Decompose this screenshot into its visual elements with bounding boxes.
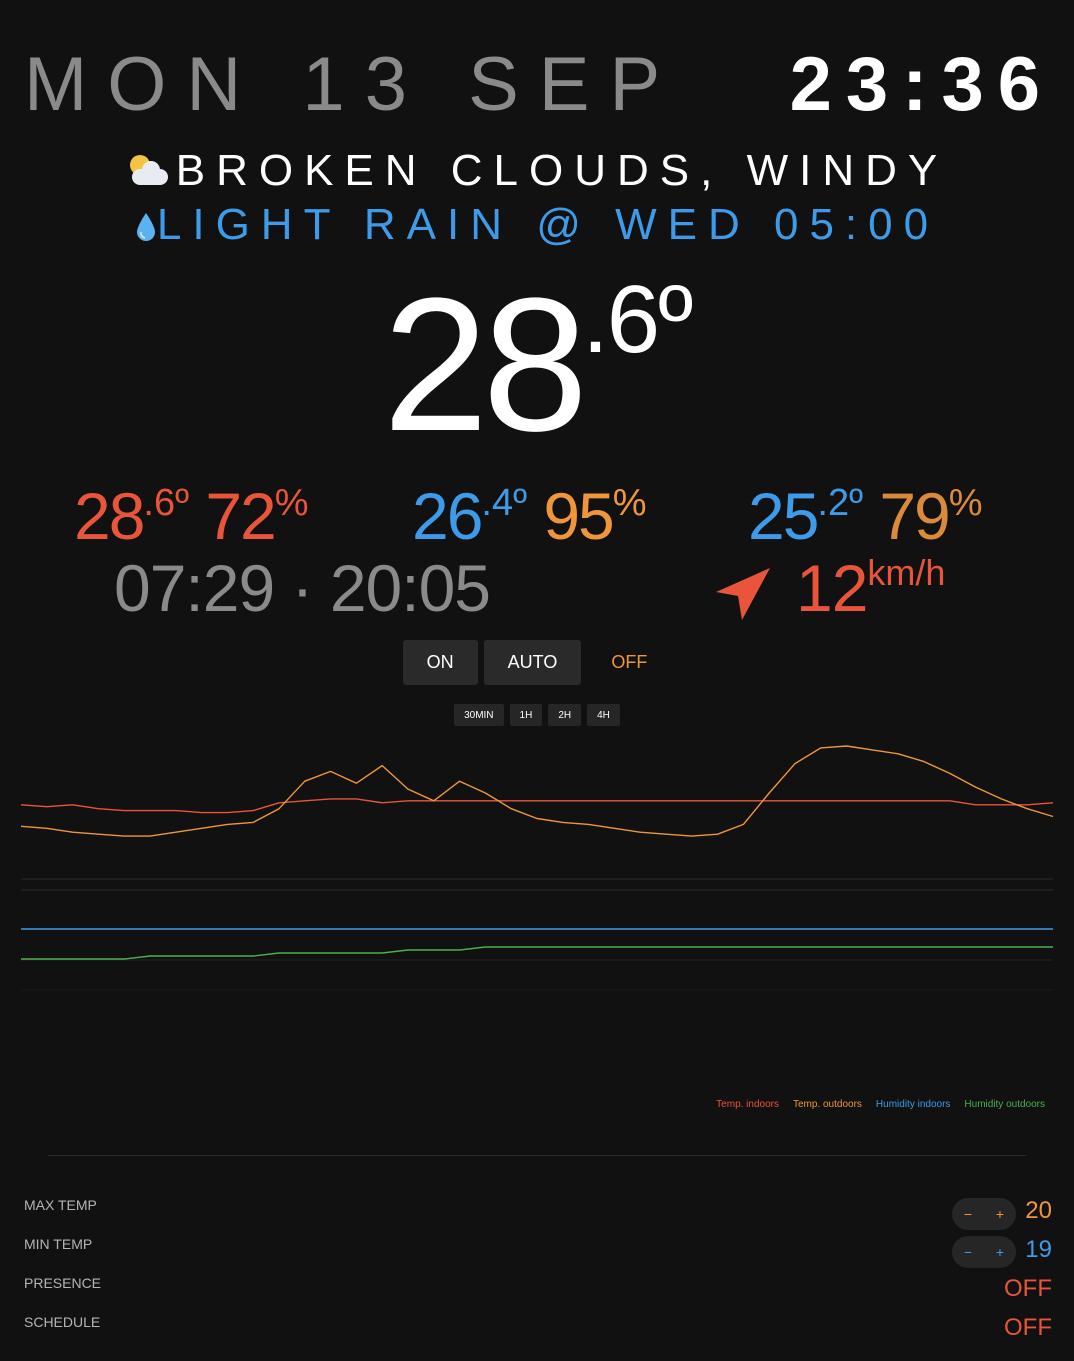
range-1h-button[interactable]: 1H: [509, 704, 543, 726]
legend-humidity-outdoors: Humidity outdoors: [964, 1099, 1045, 1110]
history-chart: [20, 745, 1054, 991]
schedule-toggle[interactable]: OFF: [1004, 1314, 1052, 1341]
min-temp-label: MIN TEMP: [24, 1236, 93, 1252]
reading-1-humidity-unit: %: [274, 482, 309, 524]
cloud-sun-icon: [126, 155, 170, 187]
current-weather-text: BROKEN CLOUDS, WINDY: [175, 146, 949, 195]
chart-range-selector: 30MIN 1H 2H 4H: [0, 704, 1074, 726]
wind-speed-value: 12: [796, 551, 868, 625]
chart-legend: Temp. indoors Temp. outdoors Humidity in…: [716, 1099, 1045, 1110]
reading-2-temp-decimal: .4º: [481, 482, 527, 524]
mode-selector: ON AUTO OFF: [0, 640, 1074, 685]
presence-toggle[interactable]: OFF: [1004, 1275, 1052, 1302]
reading-3-humidity: 79: [879, 479, 950, 553]
reading-3-humidity-unit: %: [948, 482, 983, 524]
header: MON 13 SEP 23:36: [24, 41, 1054, 127]
reading-2-humidity: 95: [543, 479, 614, 553]
reading-1-humidity: 72: [205, 479, 276, 553]
legend-humidity-indoors: Humidity indoors: [875, 1099, 951, 1110]
current-temperature-unit: º: [658, 266, 693, 373]
range-4h-button[interactable]: 4H: [587, 704, 620, 726]
reading-2-humidity-unit: %: [612, 482, 647, 524]
min-temp-value: 19: [1025, 1236, 1052, 1263]
max-temp-stepper: − +: [952, 1198, 1016, 1230]
clock-display: 23:36: [789, 41, 1054, 127]
current-temperature-decimal: .6: [582, 266, 660, 373]
legend-temp-indoors: Temp. indoors: [716, 1099, 779, 1110]
range-30min-button[interactable]: 30MIN: [454, 704, 504, 726]
sun-times-separator: ·: [291, 551, 314, 625]
presence-label: PRESENCE: [24, 1275, 102, 1291]
reading-2-temp: 26: [412, 479, 483, 553]
current-temperature-whole: 28: [382, 259, 588, 471]
current-temperature: 28.6º: [0, 270, 1074, 460]
reading-3-temp: 25: [748, 479, 819, 553]
max-temp-value: 20: [1025, 1197, 1052, 1224]
reading-1-temp: 28: [74, 479, 145, 553]
chart-series-humidity-outdoors: [21, 946, 1053, 960]
wind-speed-unit: km/h: [867, 552, 946, 593]
chart-series-temp-indoors: [20, 798, 1054, 814]
reading-2: 26.4º 95%: [412, 478, 647, 554]
max-temp-decrease-button[interactable]: −: [963, 1206, 973, 1222]
legend-temp-outdoors: Temp. outdoors: [792, 1099, 862, 1110]
min-temp-decrease-button[interactable]: −: [963, 1244, 973, 1260]
min-temp-stepper: − +: [952, 1236, 1016, 1268]
divider: [48, 1155, 1026, 1156]
upcoming-weather-text: LIGHT RAIN @ WED 05:00: [156, 200, 940, 249]
wind-speed: 12km/h: [796, 550, 945, 626]
max-temp-increase-button[interactable]: +: [995, 1206, 1005, 1222]
chart-series-temp-outdoors: [20, 745, 1054, 837]
current-weather: BROKEN CLOUDS, WINDY: [0, 146, 1074, 196]
reading-1: 28.6º 72%: [74, 478, 309, 554]
sunset-time: 20:05: [329, 551, 491, 625]
mode-off-button[interactable]: OFF: [587, 640, 671, 685]
reading-3-temp-decimal: .2º: [817, 482, 863, 524]
reading-3: 25.2º 79%: [748, 478, 983, 554]
upcoming-weather: LIGHT RAIN @ WED 05:00: [0, 200, 1074, 250]
range-2h-button[interactable]: 2H: [548, 704, 582, 726]
schedule-label: SCHEDULE: [24, 1314, 101, 1330]
sunrise-sunset: 07:29 · 20:05: [114, 550, 491, 626]
navigation-arrow-icon: [716, 568, 770, 620]
reading-1-temp-decimal: .6º: [143, 482, 189, 524]
sunrise-time: 07:29: [114, 551, 275, 625]
min-temp-increase-button[interactable]: +: [995, 1244, 1005, 1260]
max-temp-label: MAX TEMP: [24, 1197, 97, 1213]
mode-on-button[interactable]: ON: [402, 640, 478, 685]
date-display: MON 13 SEP: [24, 41, 681, 127]
droplet-icon: [136, 213, 155, 241]
mode-auto-button[interactable]: AUTO: [483, 640, 582, 685]
